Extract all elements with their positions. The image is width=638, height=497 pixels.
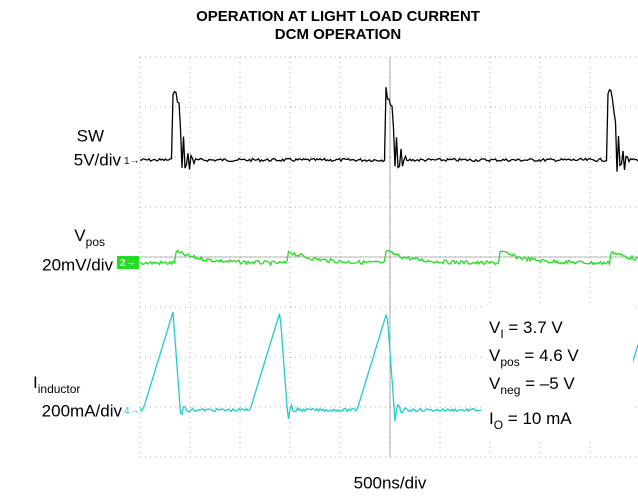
annotation: Vpos = 4.6 V (489, 346, 579, 369)
channel-name: Iinductor (33, 373, 80, 396)
trace (139, 249, 638, 267)
annotations: VI = 3.7 V Vpos = 4.6 V Vneg = –5 V IO = 10… (489, 318, 579, 432)
channel-name: Vpos (74, 226, 105, 249)
annotation: VI = 3.7 V (489, 318, 563, 341)
title-line: DCM OPERATION (275, 26, 401, 43)
channel-scale: 200mA/div (42, 401, 123, 420)
trace (139, 87, 638, 172)
channel-marker-box (117, 256, 139, 269)
channel-scale: 5V/div (74, 150, 122, 169)
title-line: OPERATION AT LIGHT LOAD CURRENT (196, 8, 480, 25)
channel-marker: 1→ (124, 156, 140, 167)
annotation: IO = 10 mA (489, 409, 572, 432)
channel-name: SW (77, 126, 104, 145)
annotation-box (481, 305, 633, 441)
annotation: Vneg = –5 V (489, 374, 575, 397)
time-scale: 500ns/div (354, 473, 427, 492)
channel-marker: 2→ (120, 258, 136, 269)
channel-scale: 20mV/div (42, 255, 113, 274)
channel-marker: 4→ (124, 406, 140, 417)
